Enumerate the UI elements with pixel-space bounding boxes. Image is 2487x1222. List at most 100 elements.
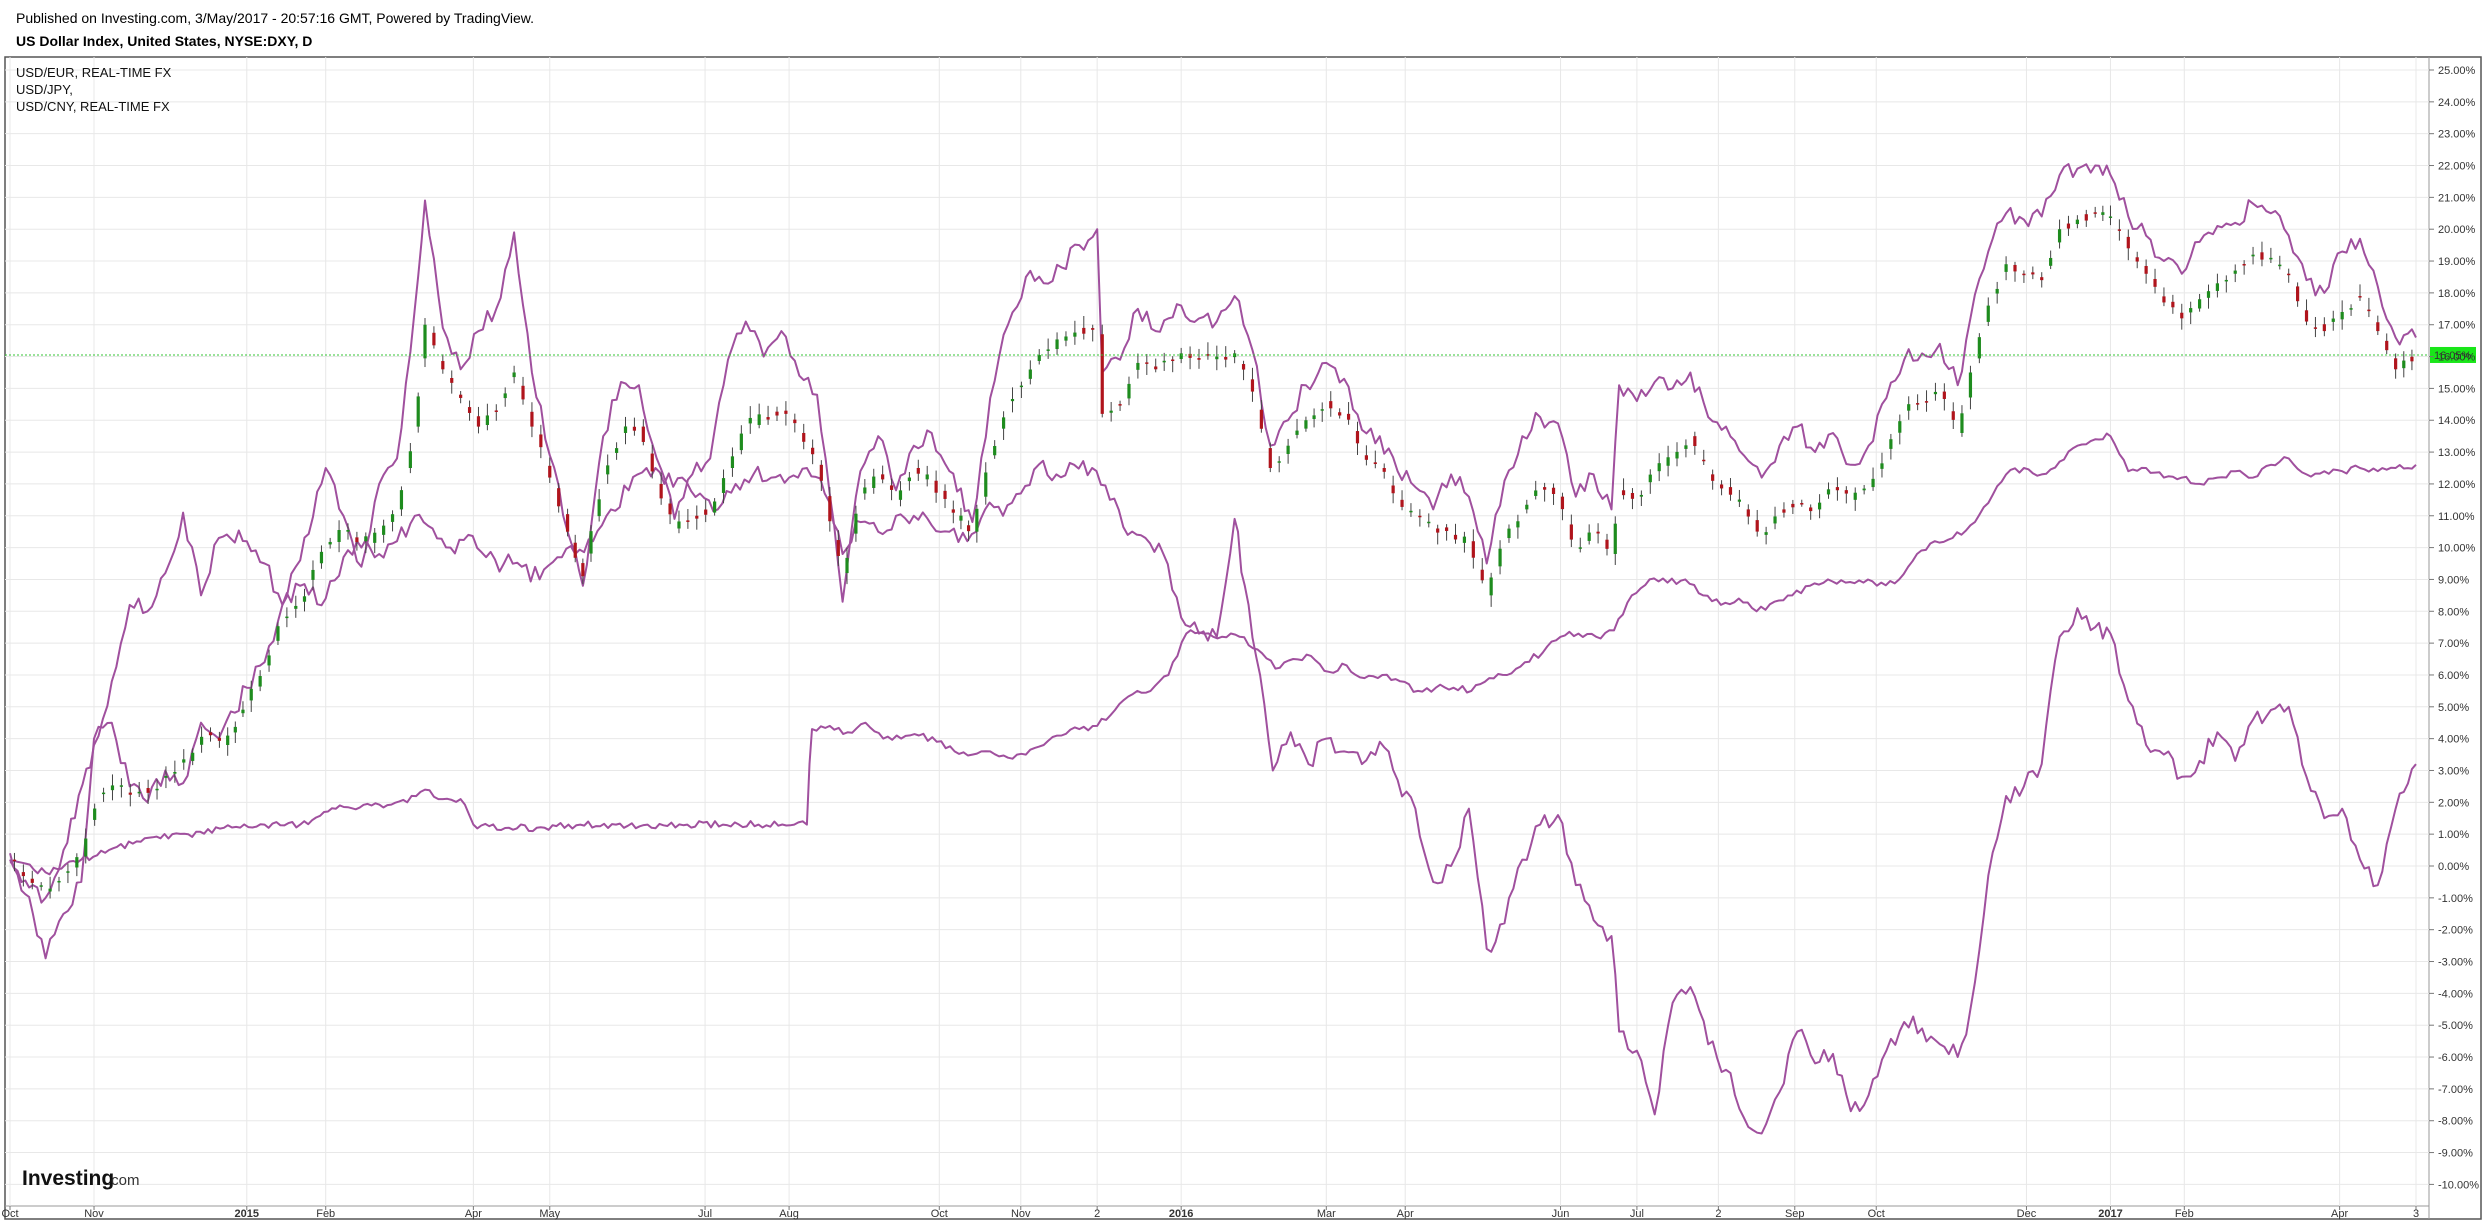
candle-body [1286,445,1290,454]
candle-body [1019,385,1024,388]
candle-body [2022,273,2026,276]
x-tick-label: Dec [2017,1208,2037,1220]
candle-body [1427,521,1431,524]
y-tick-label: 22.00% [2438,161,2476,173]
x-tick-label: Feb [2175,1208,2194,1220]
candle-body [285,616,289,619]
usd-cny-line [9,432,2417,876]
candle-body [1082,327,1086,334]
y-tick-label: 17.00% [2438,320,2476,332]
y-tick-label: -5.00% [2438,1020,2473,1032]
candle-body [993,446,997,456]
candle-body [1871,478,1875,488]
candle-body [2349,308,2353,310]
x-tick-label: Apr [2331,1208,2348,1220]
candle-body [1188,353,1192,358]
candle-body [557,488,561,507]
y-tick-label: 8.00% [2438,606,2469,618]
candle-body [1259,409,1263,429]
candle-body [614,448,619,453]
candle-body [623,426,628,433]
y-tick-label: -9.00% [2438,1148,2473,1160]
usd-eur-line-path [9,163,2417,960]
legend-entry: USD/JPY, [16,82,73,97]
candle-body [1630,492,1635,499]
y-tick-label: 20.00% [2438,224,2476,236]
x-tick-label: Jun [1552,1208,1570,1220]
y-tick-label: 9.00% [2438,574,2469,586]
candle-body [1320,409,1324,411]
candle-body [2171,301,2175,308]
candle-body [485,415,489,426]
y-tick-label: -10.00% [2438,1179,2479,1191]
candle-body [2242,263,2246,266]
candle-body [2004,264,2008,272]
candle-body [2313,327,2318,329]
current-value-badge [2430,346,2476,363]
candle-body [1791,503,1795,508]
candle-body [1355,431,1360,444]
candle-body [66,871,70,873]
candle-body [416,396,420,427]
candle-body [1277,461,1281,463]
candle-body [573,542,577,558]
x-axis: Oct Nov 2015 Feb Apr May Jul Aug Oct Nov 2 2016 Mar A… [1,1206,2419,1220]
candle-body [2367,309,2371,312]
candle-body [1010,398,1015,402]
candle-body [713,501,717,513]
candle-body [2296,286,2300,302]
candle-body [2269,257,2273,260]
candle-body [1329,401,1333,409]
candle-body [2108,216,2113,218]
candle-body [173,772,177,774]
candle-body [1055,339,1059,350]
y-tick-label: 6.00% [2438,670,2469,682]
candle-body [2233,270,2237,274]
x-tick-label: Oct [931,1208,948,1220]
candle-body [1462,536,1467,543]
candle-body [208,732,213,736]
candle-body [226,735,230,746]
candle-body [467,407,472,413]
candle-body [1171,359,1175,362]
legend-entry: USD/EUR, REAL-TIME FX [16,65,172,80]
candle-body [836,540,840,557]
candle-body [1933,391,1938,395]
candle-body [1162,360,1166,363]
y-tick-label: 14.00% [2438,415,2476,427]
candle-body [1648,474,1652,483]
candle-body [2040,277,2044,281]
candle-body [811,447,815,455]
candle-body [1596,531,1600,534]
candle-body [390,514,395,522]
y-tick-label: 5.00% [2438,702,2469,714]
candle-body [2084,214,2088,221]
candle-body [164,775,168,778]
candle-body [1046,349,1050,351]
chart-header: Published on Investing.com, 3/May/2017 -… [16,8,534,52]
x-tick-label: May [539,1208,560,1220]
candle-body [589,531,593,554]
candle-body [1418,515,1422,518]
candle-body [2251,254,2255,257]
candle-body [191,752,195,761]
candle-body [668,503,672,515]
candle-body [1942,391,1946,399]
candle-body [48,888,52,892]
candle-body [2331,318,2335,322]
candle-body [1826,489,1831,495]
x-tick-label: Mar [1317,1208,1336,1220]
candle-body [21,872,25,877]
candle-body [1073,332,1077,337]
candle-body [1924,401,1929,403]
candle-body [1719,484,1724,489]
candle-body [2031,272,2035,275]
candle-body [1916,403,1920,405]
candle-body [521,385,525,400]
x-tick-label: 2015 [235,1208,259,1220]
candle-body [2101,212,2105,215]
logo-brand: Investing [22,1167,114,1190]
x-tick-label: 2017 [2098,1208,2122,1220]
candle-body [2162,296,2166,303]
